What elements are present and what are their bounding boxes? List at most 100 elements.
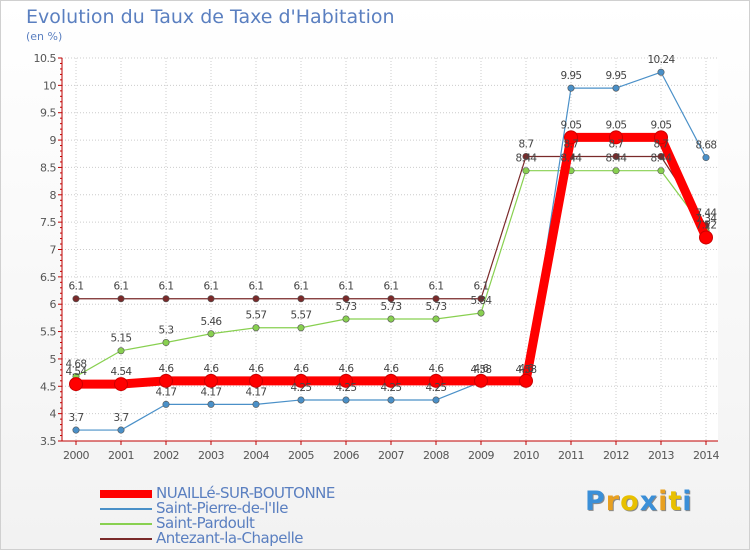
data-label: 4.6 [474, 363, 490, 375]
data-point [612, 84, 620, 92]
data-point [657, 152, 665, 160]
data-label: 4.58 [471, 364, 492, 376]
data-point [297, 295, 305, 303]
y-tick-label: 10 [43, 79, 56, 92]
data-label: 7.22 [696, 219, 717, 231]
data-point [114, 377, 128, 392]
y-tick-label: 8.5 [40, 161, 56, 174]
data-point [72, 295, 80, 303]
data-point [477, 309, 485, 317]
data-point [699, 230, 713, 245]
y-tick-label: 10.5 [34, 52, 57, 65]
chart-title: Evolution du Taux de Taxe d'Habitation [26, 6, 395, 28]
data-point [252, 295, 260, 303]
data-label: 3.7 [114, 412, 129, 424]
data-label: 4.17 [246, 386, 267, 398]
data-label: 6.1 [429, 281, 444, 293]
data-label: 8.7 [654, 138, 669, 150]
legend-label: Saint-Pierre-de-l'Ile [156, 499, 288, 517]
data-label: 6.1 [384, 281, 399, 293]
data-label: 5.73 [426, 301, 447, 313]
data-label: 8.7 [564, 138, 579, 150]
data-point [69, 377, 83, 392]
legend-label: Saint-Pardoult [156, 514, 255, 532]
data-label: 8.44 [606, 153, 628, 165]
data-point [72, 426, 80, 434]
data-point [159, 373, 173, 388]
data-label: 4.68 [66, 358, 87, 370]
data-point [117, 295, 125, 303]
data-label: 5.15 [111, 333, 132, 345]
data-label: 6.1 [114, 281, 129, 293]
data-label: 5.57 [246, 310, 267, 322]
x-tick-label: 2014 [693, 449, 719, 462]
legend-label: NUAILLé-SUR-BOUTONNE [156, 484, 335, 502]
legend-swatch [100, 538, 152, 540]
data-label: 9.95 [561, 70, 582, 82]
data-point [702, 154, 710, 162]
data-label: 4.6 [249, 363, 265, 375]
data-label: 4.6 [429, 363, 445, 375]
data-label: 5.73 [381, 301, 402, 313]
data-label: 3.7 [69, 412, 84, 424]
data-label: 4.54 [66, 366, 88, 378]
legend-swatch [100, 508, 152, 510]
data-label: 6.1 [294, 281, 309, 293]
data-point [477, 295, 485, 303]
data-point [297, 396, 305, 404]
data-point [204, 373, 218, 388]
data-label: 6.1 [249, 281, 264, 293]
x-tick-label: 2000 [63, 449, 89, 462]
data-label: 4.58 [516, 364, 537, 376]
data-point [252, 324, 260, 332]
data-point [657, 167, 665, 175]
data-point [207, 295, 215, 303]
x-tick-label: 2006 [333, 449, 359, 462]
data-label: 7.44 [696, 207, 718, 219]
data-label: 4.25 [426, 382, 447, 394]
data-label: 6.1 [339, 281, 354, 293]
logo-letter: o [620, 486, 640, 517]
data-point [522, 167, 530, 175]
data-label: 8.7 [609, 138, 624, 150]
data-point [609, 130, 623, 145]
x-tick-label: 2001 [108, 449, 134, 462]
data-label: 8.44 [516, 153, 538, 165]
x-tick-label: 2004 [243, 449, 269, 462]
data-point [117, 347, 125, 355]
data-point [249, 373, 263, 388]
y-tick-label: 6.5 [40, 271, 56, 284]
data-point [432, 295, 440, 303]
data-point [342, 295, 350, 303]
data-point [387, 396, 395, 404]
data-label: 5.3 [159, 325, 174, 337]
x-tick-label: 2011 [558, 449, 584, 462]
data-point [612, 152, 620, 160]
logo-letter: i [658, 486, 669, 517]
logo-letter: t [668, 486, 683, 517]
x-tick-label: 2012 [603, 449, 629, 462]
data-point [294, 373, 308, 388]
data-label: 5.46 [201, 316, 223, 328]
data-label: 6.1 [474, 281, 489, 293]
data-point [207, 330, 215, 338]
data-point [162, 295, 170, 303]
x-tick-label: 2009 [468, 449, 494, 462]
data-label: 6.1 [204, 281, 219, 293]
data-point [384, 373, 398, 388]
data-point [387, 295, 395, 303]
x-tick-label: 2003 [198, 449, 224, 462]
x-tick-label: 2005 [288, 449, 314, 462]
data-label: 5.57 [291, 310, 312, 322]
data-point [117, 426, 125, 434]
data-label: 5.84 [471, 295, 493, 307]
data-label: 4.25 [291, 382, 312, 394]
data-label: 8.68 [696, 140, 717, 152]
data-label: 8.7 [519, 138, 534, 150]
logo-letter: r [605, 486, 621, 517]
y-tick-label: 3.5 [40, 435, 56, 448]
data-label: 4.54 [111, 366, 133, 378]
data-point [297, 324, 305, 332]
logo-letter: x [639, 486, 659, 517]
x-tick-label: 2013 [648, 449, 674, 462]
